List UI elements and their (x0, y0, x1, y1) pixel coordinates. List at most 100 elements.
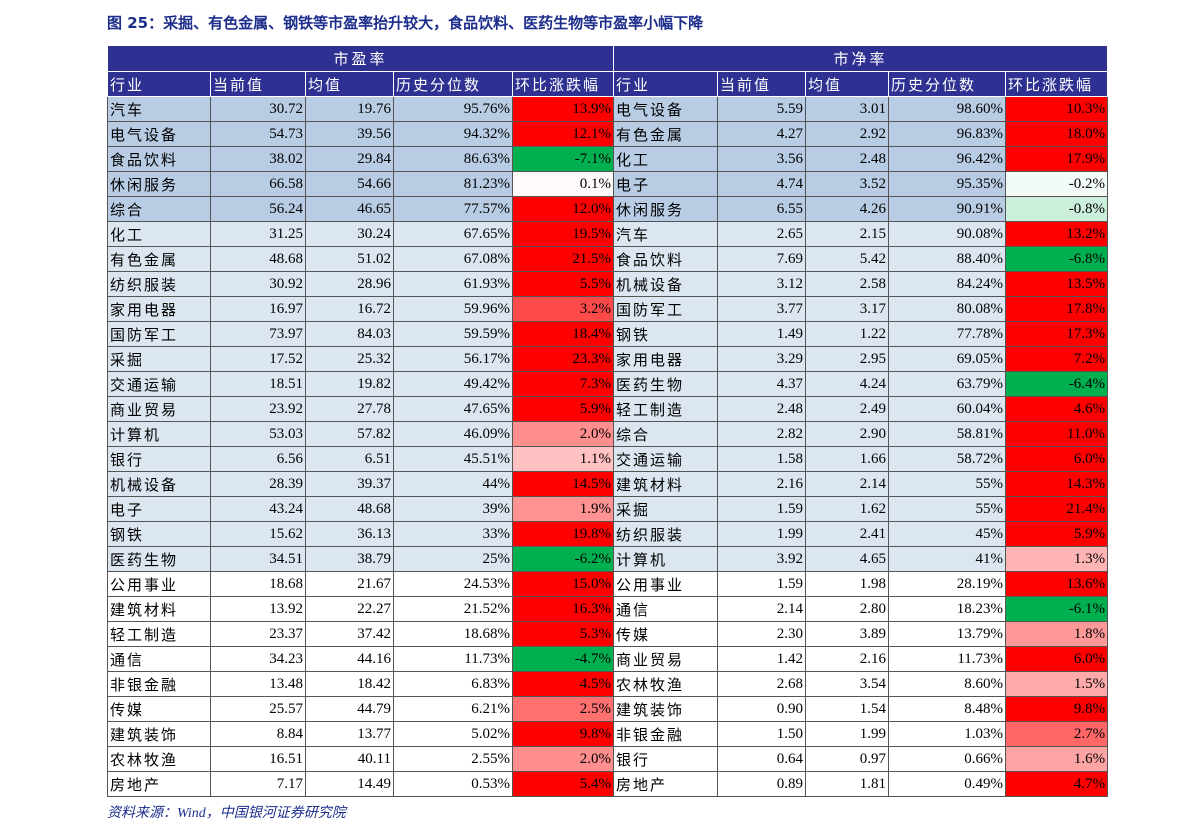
table-row: 房地产 7.17 14.49 0.53% 5.4% 房地产 0.89 1.81 0.49% 4.7… (107, 771, 1109, 797)
industry-cell: 纺织服装 (613, 521, 719, 547)
value-cell: 29.84 (305, 146, 394, 172)
column-header: 环比涨跌幅 (1005, 71, 1109, 97)
value-cell: 4.74 (717, 171, 807, 197)
title: 图 25：采掘、有色金属、钢铁等市盈率抬升较大，食品饮料、医药生物等市盈率小幅下… (107, 14, 704, 32)
value-cell: 18.68% (393, 621, 513, 647)
value-cell: 5.02% (393, 721, 513, 747)
value-cell: 56.17% (393, 346, 513, 372)
column-header: 行业 (107, 71, 211, 97)
value-cell: 16.72 (305, 296, 394, 322)
change-cell: 14.5% (511, 471, 615, 497)
value-cell: 1.62 (805, 496, 890, 522)
value-cell: 18.42 (305, 671, 394, 697)
value-cell: 94.32% (393, 121, 513, 147)
value-cell: 18.23% (888, 596, 1007, 622)
value-cell: 0.90 (717, 696, 807, 722)
value-cell: 23.37 (210, 621, 306, 647)
value-cell: 2.48 (805, 146, 890, 172)
value-cell: 0.49% (888, 771, 1007, 797)
change-cell: 13.9% (511, 96, 615, 122)
value-cell: 33% (393, 521, 513, 547)
change-cell: -0.8% (1005, 196, 1109, 222)
group-header-row: 市盈率 市净率 (106, 45, 1109, 72)
value-cell: 41% (888, 546, 1007, 572)
industry-cell: 商业贸易 (613, 646, 719, 672)
table-row: 通信 34.23 44.16 11.73% -4.7% 商业贸易 1.42 2.16 11.73… (107, 646, 1109, 672)
value-cell: 49.42% (393, 371, 513, 397)
value-cell: 25% (393, 546, 513, 572)
industry-cell: 综合 (107, 196, 211, 222)
industry-cell: 休闲服务 (107, 171, 211, 197)
table-row: 建筑装饰 8.84 13.77 5.02% 9.8% 非银金融 1.50 1.99 1.03% 2… (107, 721, 1109, 747)
industry-cell: 农林牧渔 (613, 671, 719, 697)
value-cell: 69.05% (888, 346, 1007, 372)
source-note: 资料来源：Wind，中国银河证券研究院 (107, 806, 346, 821)
value-cell: 55% (888, 471, 1007, 497)
value-cell: 0.64 (717, 746, 807, 772)
industry-cell: 传媒 (613, 621, 719, 647)
industry-cell: 非银金融 (107, 671, 211, 697)
value-cell: 61.93% (393, 271, 513, 297)
value-cell: 36.13 (305, 521, 394, 547)
value-cell: 60.04% (888, 396, 1007, 422)
value-cell: 67.08% (393, 246, 513, 272)
change-cell: 9.8% (511, 721, 615, 747)
value-cell: 2.30 (717, 621, 807, 647)
value-cell: 57.82 (305, 421, 394, 447)
industry-cell: 有色金属 (613, 121, 719, 147)
value-cell: 84.24% (888, 271, 1007, 297)
value-cell: 6.55 (717, 196, 807, 222)
value-cell: 0.89 (717, 771, 807, 797)
value-cell: 55% (888, 496, 1007, 522)
value-cell: 96.42% (888, 146, 1007, 172)
industry-cell: 商业贸易 (107, 396, 211, 422)
value-cell: 66.58 (210, 171, 306, 197)
change-cell: -6.1% (1005, 596, 1109, 622)
table-row: 机械设备 28.39 39.37 44% 14.5% 建筑材料 2.16 2.14 55% 14.… (107, 471, 1109, 497)
column-header: 当前值 (210, 71, 306, 97)
change-cell: 5.3% (511, 621, 615, 647)
value-cell: 5.42 (805, 246, 890, 272)
table-row: 商业贸易 23.92 27.78 47.65% 5.9% 轻工制造 2.48 2.49 60.0… (107, 396, 1109, 422)
change-cell: 13.5% (1005, 271, 1109, 297)
value-cell: 4.24 (805, 371, 890, 397)
value-cell: 8.60% (888, 671, 1007, 697)
industry-cell: 电气设备 (613, 96, 719, 122)
value-cell: 4.37 (717, 371, 807, 397)
value-cell: 28.39 (210, 471, 306, 497)
change-cell: 17.8% (1005, 296, 1109, 322)
table-row: 轻工制造 23.37 37.42 18.68% 5.3% 传媒 2.30 3.89 13.79%… (107, 621, 1109, 647)
table-row: 家用电器 16.97 16.72 59.96% 3.2% 国防军工 3.77 3.17 80.0… (107, 296, 1109, 322)
value-cell: 28.96 (305, 271, 394, 297)
change-cell: -6.2% (511, 546, 615, 572)
change-cell: 15.0% (511, 571, 615, 597)
value-cell: 2.68 (717, 671, 807, 697)
value-cell: 43.24 (210, 496, 306, 522)
change-cell: 1.8% (1005, 621, 1109, 647)
change-cell: 1.5% (1005, 671, 1109, 697)
value-cell: 2.80 (805, 596, 890, 622)
valuation-table: 市盈率 市净率 行业 当前值 均值 历史分位数 环比涨跌幅 行业 当前值 均值 历史分位数 环比涨跌幅… (106, 45, 1109, 797)
value-cell: 86.63% (393, 146, 513, 172)
change-cell: 2.5% (511, 696, 615, 722)
table-row: 综合 56.24 46.65 77.57% 12.0% 休闲服务 6.55 4.26 90.91… (107, 196, 1109, 222)
table-row: 农林牧渔 16.51 40.11 2.55% 2.0% 银行 0.64 0.97 0.66% 1.… (107, 746, 1109, 772)
value-cell: 2.48 (717, 396, 807, 422)
value-cell: 46.65 (305, 196, 394, 222)
value-cell: 58.81% (888, 421, 1007, 447)
value-cell: 2.14 (717, 596, 807, 622)
value-cell: 2.58 (805, 271, 890, 297)
table-row: 非银金融 13.48 18.42 6.83% 4.5% 农林牧渔 2.68 3.54 8.60%… (107, 671, 1109, 697)
change-cell: 21.5% (511, 246, 615, 272)
value-cell: 95.76% (393, 96, 513, 122)
value-cell: 2.95 (805, 346, 890, 372)
change-cell: 5.9% (511, 396, 615, 422)
value-cell: 5.59 (717, 96, 807, 122)
change-cell: 19.8% (511, 521, 615, 547)
industry-cell: 汽车 (107, 96, 211, 122)
value-cell: 4.26 (805, 196, 890, 222)
value-cell: 2.15 (805, 221, 890, 247)
table-row: 医药生物 34.51 38.79 25% -6.2% 计算机 3.92 4.65 41% 1.3% (107, 546, 1109, 572)
change-cell: 12.0% (511, 196, 615, 222)
